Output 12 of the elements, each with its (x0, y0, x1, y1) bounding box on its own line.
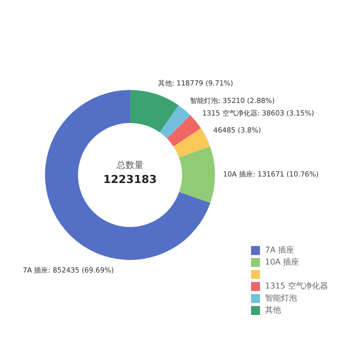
donut-slice (173, 128, 210, 158)
donut-slice (130, 90, 179, 132)
text: 总数量 (116, 160, 144, 171)
legend-label: 10A 插座 (265, 258, 300, 266)
text: 1223183 (103, 173, 157, 186)
donut-slice (160, 105, 190, 138)
donut-slice (166, 115, 202, 146)
donut-slice (178, 146, 215, 203)
legend-label: 1315 空气净化器 (265, 282, 328, 290)
legend-label: 智能灯泡 (265, 294, 297, 302)
legend-label: 其他 (265, 306, 281, 314)
legend-label: 7A 插座 (265, 246, 294, 254)
